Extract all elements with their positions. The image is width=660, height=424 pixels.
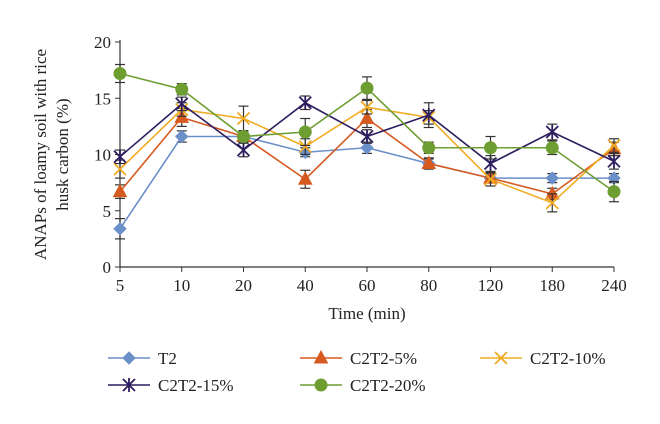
- x-tick-label: 20: [235, 276, 252, 295]
- y-axis-title-line: ANAPs of loamy soil with rice: [31, 49, 50, 260]
- data-point: [545, 196, 559, 210]
- y-tick-label: 0: [103, 258, 112, 277]
- legend-item: C2T2-10%: [480, 349, 606, 368]
- data-point: [236, 143, 251, 157]
- y-tick-label: 20: [94, 33, 111, 52]
- data-point: [175, 82, 189, 96]
- y-tick-label: 15: [94, 89, 111, 108]
- data-point: [360, 81, 374, 95]
- legend-marker: [494, 351, 508, 365]
- data-point: [297, 171, 313, 185]
- series-c2t2-20-: [113, 63, 621, 203]
- data-point: [545, 171, 559, 185]
- legend-item: T2: [108, 349, 177, 368]
- x-tick-label: 120: [478, 276, 504, 295]
- data-point: [545, 125, 559, 139]
- legend-label: C2T2-15%: [158, 376, 234, 395]
- data-point: [113, 67, 127, 80]
- series-line: [119, 116, 615, 195]
- legend-label: C2T2-5%: [350, 349, 417, 368]
- data-point: [112, 183, 128, 198]
- data-point: [421, 155, 437, 169]
- x-tick-label: 180: [540, 276, 566, 295]
- y-axis-title-line: husk carbon (%): [53, 98, 72, 210]
- x-tick-label: 240: [601, 276, 627, 295]
- data-point: [607, 154, 621, 169]
- data-point: [360, 141, 374, 155]
- legend-item: C2T2-5%: [300, 349, 417, 368]
- legend-marker: [122, 378, 136, 392]
- data-point: [545, 141, 559, 155]
- data-point: [113, 162, 127, 176]
- data-point: [422, 108, 436, 123]
- data-point: [113, 149, 127, 164]
- legend-marker: [314, 378, 328, 392]
- data-point: [298, 125, 312, 139]
- x-tick-label: 60: [359, 276, 376, 295]
- data-point: [175, 96, 189, 111]
- data-point: [298, 139, 312, 154]
- data-point: [422, 141, 436, 155]
- data-point: [484, 141, 497, 155]
- data-point: [298, 95, 312, 110]
- x-tick-label: 10: [173, 276, 190, 295]
- data-point: [607, 185, 621, 199]
- legend-label: C2T2-20%: [350, 376, 426, 395]
- y-tick-label: 10: [94, 146, 111, 165]
- legend-marker: [313, 349, 329, 364]
- x-tick-label: 5: [116, 276, 125, 295]
- data-point: [607, 138, 621, 153]
- data-point: [237, 130, 250, 143]
- legend-item: C2T2-20%: [300, 376, 426, 395]
- data-point: [175, 129, 189, 144]
- data-point: [360, 129, 374, 144]
- legend-item: C2T2-15%: [108, 376, 234, 395]
- legend-label: T2: [158, 349, 177, 368]
- x-axis-title: Time (min): [328, 304, 405, 323]
- data-point: [483, 172, 498, 186]
- data-point: [360, 100, 374, 114]
- data-point: [359, 110, 375, 124]
- legend-label: C2T2-10%: [530, 349, 606, 368]
- series-c2t2-15-: [113, 95, 621, 172]
- x-tick-label: 40: [297, 276, 314, 295]
- series-t2: [113, 129, 621, 240]
- y-tick-label: 5: [103, 202, 112, 221]
- legend-marker: [122, 351, 136, 365]
- data-point: [113, 222, 127, 236]
- data-point: [236, 111, 251, 126]
- x-tick-label: 80: [420, 276, 437, 295]
